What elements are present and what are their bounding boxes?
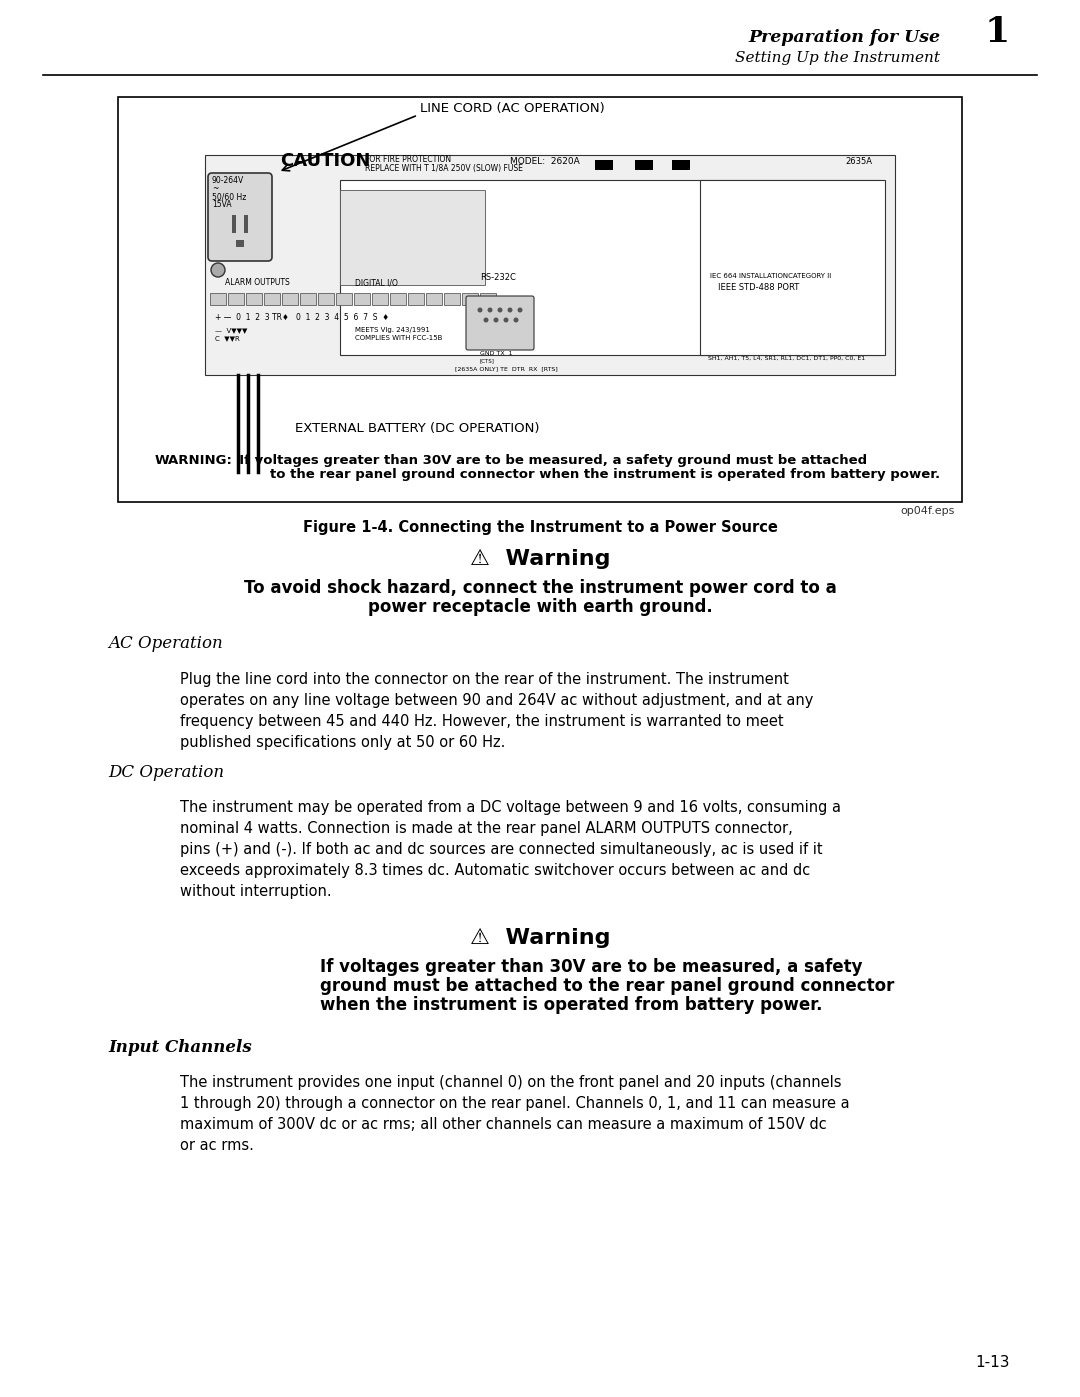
Text: when the instrument is operated from battery power.: when the instrument is operated from bat… xyxy=(320,996,823,1014)
Bar xyxy=(246,293,262,305)
Text: 15VA: 15VA xyxy=(212,200,231,210)
Text: + —  0  1  2  3 TR♦   0  1  2  3  4  5  6  7  S  ♦: + — 0 1 2 3 TR♦ 0 1 2 3 4 5 6 7 S ♦ xyxy=(215,313,389,321)
Bar xyxy=(700,180,885,355)
Bar xyxy=(480,293,496,305)
Circle shape xyxy=(484,317,488,323)
Text: ground must be attached to the rear panel ground connector: ground must be attached to the rear pane… xyxy=(320,977,894,995)
Bar xyxy=(205,155,895,374)
Bar xyxy=(426,293,442,305)
Text: The instrument may be operated from a DC voltage between 9 and 16 volts, consumi: The instrument may be operated from a DC… xyxy=(180,800,841,900)
Text: [2635A ONLY] TE  DTR  RX  [RTS]: [2635A ONLY] TE DTR RX [RTS] xyxy=(455,366,557,372)
Text: IEC 664 INSTALLATIONCATEGORY II: IEC 664 INSTALLATIONCATEGORY II xyxy=(710,272,832,279)
Text: RS-232C: RS-232C xyxy=(480,272,516,282)
Text: COMPLIES WITH FCC-15B: COMPLIES WITH FCC-15B xyxy=(355,335,443,341)
Text: 1: 1 xyxy=(985,15,1010,49)
FancyBboxPatch shape xyxy=(465,296,534,351)
Circle shape xyxy=(477,307,483,313)
Bar xyxy=(340,190,485,285)
Text: ALARM OUTPUTS: ALARM OUTPUTS xyxy=(225,278,289,286)
Bar xyxy=(228,293,244,305)
Circle shape xyxy=(487,307,492,313)
Circle shape xyxy=(211,263,225,277)
Text: REPLACE WITH T 1/8A 250V (SLOW) FUSE: REPLACE WITH T 1/8A 250V (SLOW) FUSE xyxy=(365,163,523,173)
Text: LINE CORD (AC OPERATION): LINE CORD (AC OPERATION) xyxy=(420,102,605,115)
Bar xyxy=(264,293,280,305)
Bar xyxy=(210,293,226,305)
Bar xyxy=(232,215,237,233)
Bar xyxy=(318,293,334,305)
Text: 90-264V: 90-264V xyxy=(212,176,244,184)
Text: MEETS Vlg. 243/1991: MEETS Vlg. 243/1991 xyxy=(355,327,430,332)
Text: The instrument provides one input (channel 0) on the front panel and 20 inputs (: The instrument provides one input (chann… xyxy=(180,1076,850,1153)
Bar xyxy=(444,293,460,305)
Bar xyxy=(408,293,424,305)
Text: ~: ~ xyxy=(212,184,218,193)
Text: EXTERNAL BATTERY (DC OPERATION): EXTERNAL BATTERY (DC OPERATION) xyxy=(295,422,540,434)
Text: Setting Up the Instrument: Setting Up the Instrument xyxy=(735,52,940,66)
Text: MODEL:  2620A: MODEL: 2620A xyxy=(510,156,580,166)
Bar xyxy=(118,96,962,502)
Text: 1-13: 1-13 xyxy=(975,1355,1010,1370)
Text: SH1, AH1, T5, L4, SR1, RL1, DC1, DT1, PP0, C0, E1: SH1, AH1, T5, L4, SR1, RL1, DC1, DT1, PP… xyxy=(708,356,865,360)
Text: AC Operation: AC Operation xyxy=(108,636,222,652)
FancyBboxPatch shape xyxy=(208,173,272,261)
Bar xyxy=(390,293,406,305)
Bar xyxy=(635,161,653,170)
Text: ⚠  Warning: ⚠ Warning xyxy=(470,928,610,949)
Circle shape xyxy=(498,307,502,313)
Circle shape xyxy=(513,317,518,323)
Text: —  V▼▼▼: — V▼▼▼ xyxy=(215,327,247,332)
Bar xyxy=(282,293,298,305)
Text: Preparation for Use: Preparation for Use xyxy=(748,29,940,46)
Bar xyxy=(237,240,244,247)
Text: 2635A: 2635A xyxy=(845,156,872,166)
Bar xyxy=(672,161,690,170)
Bar xyxy=(336,293,352,305)
Text: GND TX  1: GND TX 1 xyxy=(480,351,513,356)
Bar xyxy=(354,293,370,305)
Text: op04f.eps: op04f.eps xyxy=(901,506,955,515)
Text: FOR FIRE PROTECTION: FOR FIRE PROTECTION xyxy=(365,155,451,163)
Circle shape xyxy=(503,317,509,323)
Text: [CTS]: [CTS] xyxy=(480,358,495,363)
Bar xyxy=(595,161,613,170)
Text: CAUTION: CAUTION xyxy=(280,152,370,170)
Text: If voltages greater than 30V are to be measured, a safety: If voltages greater than 30V are to be m… xyxy=(320,958,863,977)
Bar xyxy=(462,293,478,305)
Text: ⚠  Warning: ⚠ Warning xyxy=(470,549,610,569)
Text: Figure 1-4. Connecting the Instrument to a Power Source: Figure 1-4. Connecting the Instrument to… xyxy=(302,520,778,535)
Bar xyxy=(340,180,880,355)
Bar xyxy=(372,293,388,305)
Text: Input Channels: Input Channels xyxy=(108,1039,252,1056)
Circle shape xyxy=(517,307,523,313)
Text: 50/60 Hz: 50/60 Hz xyxy=(212,191,246,201)
Text: WARNING:: WARNING: xyxy=(156,454,233,467)
Text: power receptacle with earth ground.: power receptacle with earth ground. xyxy=(367,598,713,616)
Circle shape xyxy=(508,307,513,313)
Text: IEEE STD-488 PORT: IEEE STD-488 PORT xyxy=(718,284,799,292)
Text: to the rear panel ground connector when the instrument is operated from battery : to the rear panel ground connector when … xyxy=(270,468,940,481)
Circle shape xyxy=(494,317,499,323)
Bar xyxy=(244,215,248,233)
Text: DIGITAL I/O: DIGITAL I/O xyxy=(355,278,397,286)
Text: Plug the line cord into the connector on the rear of the instrument. The instrum: Plug the line cord into the connector on… xyxy=(180,672,813,750)
Text: DC Operation: DC Operation xyxy=(108,764,225,781)
Text: C  ▼▼R: C ▼▼R xyxy=(215,335,240,341)
Bar xyxy=(300,293,316,305)
Text: To avoid shock hazard, connect the instrument power cord to a: To avoid shock hazard, connect the instr… xyxy=(244,578,836,597)
Text: If voltages greater than 30V are to be measured, a safety ground must be attache: If voltages greater than 30V are to be m… xyxy=(230,454,867,467)
